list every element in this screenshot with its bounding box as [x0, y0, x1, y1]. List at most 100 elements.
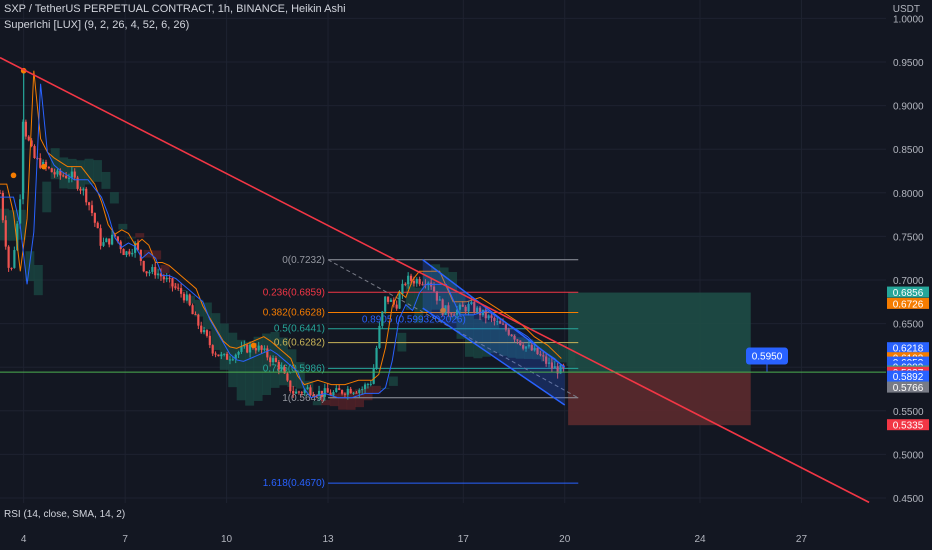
- candle-body: [131, 252, 134, 255]
- cloud-segment: [312, 401, 322, 406]
- price-tag: [887, 286, 929, 298]
- candle-body: [234, 354, 237, 360]
- candle-body: [231, 359, 234, 361]
- price-axis-label: 0.5500: [893, 407, 924, 418]
- channel-upper: [422, 259, 566, 368]
- candle-body: [386, 296, 390, 302]
- candle-body: [33, 146, 36, 159]
- candle-body: [136, 242, 140, 250]
- time-axis-label: 7: [122, 534, 128, 545]
- candle-body: [4, 220, 7, 247]
- candle-body: [214, 353, 217, 355]
- cloud-segment: [549, 343, 559, 363]
- cloud-segment: [388, 376, 398, 386]
- cloud-segment: [50, 148, 60, 180]
- candle-body: [30, 140, 33, 147]
- price-tag: [887, 370, 929, 382]
- candle-body: [473, 302, 476, 313]
- fib-level-label: 0(0.7232): [282, 255, 325, 266]
- price-tag: [887, 342, 929, 354]
- candle-body: [142, 260, 145, 272]
- price-axis-label: 0.8000: [893, 189, 924, 200]
- candle-body: [19, 199, 22, 224]
- cloud-segment: [0, 208, 9, 241]
- candle-body: [148, 271, 151, 274]
- candle-body: [202, 330, 206, 333]
- candle-body: [487, 315, 490, 319]
- candle-body: [59, 170, 62, 176]
- candle-body: [156, 273, 160, 276]
- candle-body: [260, 345, 263, 350]
- rsi-pane-label[interactable]: RSI (14, close, SMA, 14, 2): [4, 509, 126, 520]
- descending-channel[interactable]: [422, 259, 566, 406]
- fib-level-label: 1(0.5649): [282, 393, 325, 404]
- candle-body: [266, 348, 269, 358]
- price-axis-label: 0.9500: [893, 58, 924, 69]
- candle-body: [248, 344, 252, 353]
- signal-dot: [440, 307, 446, 314]
- candle-body: [76, 177, 79, 189]
- candle-body: [496, 321, 499, 323]
- candle-body: [122, 249, 125, 256]
- cloud-segment: [278, 337, 288, 386]
- trendline[interactable]: [0, 56, 870, 504]
- alert-badge-label: 0.5950: [752, 352, 783, 363]
- candle-body: [125, 251, 128, 256]
- candle-body: [317, 390, 321, 397]
- candle-body: [53, 172, 56, 175]
- candle-body: [220, 354, 223, 357]
- cloud-segment: [143, 249, 153, 258]
- candle-body: [435, 291, 439, 301]
- time-axis[interactable]: 4 7 10 13 17 20 24 27: [21, 534, 808, 545]
- indicator-legend[interactable]: SuperIchi [LUX] (9, 2, 26, 4, 52, 6, 26): [4, 19, 190, 31]
- candle-body: [556, 366, 559, 374]
- signal-dot: [250, 342, 257, 349]
- position-loss-zone: [568, 372, 751, 426]
- candle-body: [286, 373, 289, 381]
- candle-body: [165, 277, 168, 280]
- candle-body: [355, 392, 358, 394]
- candle-body: [90, 205, 94, 214]
- candle-body: [524, 346, 528, 349]
- time-axis-label: 17: [458, 534, 470, 545]
- cloud-segment: [33, 264, 43, 296]
- candle-body: [536, 347, 539, 355]
- candle-body: [88, 202, 91, 206]
- candle-body: [24, 121, 27, 137]
- long-position-tool[interactable]: [568, 292, 751, 426]
- candle-body: [476, 307, 479, 313]
- candle-body: [421, 284, 424, 286]
- candle-body: [13, 250, 16, 268]
- candle-body: [309, 387, 312, 396]
- candle-body: [10, 267, 13, 269]
- candle-body: [185, 294, 188, 301]
- ma-line-orange: [0, 70, 562, 386]
- cloud-segment: [490, 322, 500, 353]
- trendline-segment: [0, 56, 870, 504]
- channel-lower: [422, 307, 566, 406]
- candle-body: [116, 236, 119, 242]
- candle-body: [254, 348, 257, 351]
- cloud-segment: [473, 318, 483, 359]
- candle-body: [182, 293, 186, 301]
- candle-body: [85, 188, 88, 203]
- cloud-segment: [329, 393, 339, 407]
- candle-body: [539, 354, 542, 356]
- candle-body: [113, 234, 117, 237]
- candle-body: [453, 314, 456, 316]
- fib-overlay-text: 0.8905 (0.5993202026): [362, 315, 466, 326]
- alert-marker[interactable]: 0.5950: [746, 347, 788, 372]
- candle-body: [171, 278, 174, 287]
- cloud-segment: [8, 210, 18, 241]
- alert-badge: [746, 347, 788, 365]
- candle-body: [93, 213, 96, 223]
- price-axis-label: 0.5000: [893, 450, 924, 461]
- candle-body: [154, 267, 157, 276]
- cloud-segment: [414, 287, 424, 323]
- cloud-segment: [456, 292, 466, 339]
- candle-body: [47, 166, 50, 169]
- time-axis-label: 24: [694, 534, 706, 545]
- cloud-segment: [219, 323, 229, 370]
- cloud-segment: [338, 392, 348, 410]
